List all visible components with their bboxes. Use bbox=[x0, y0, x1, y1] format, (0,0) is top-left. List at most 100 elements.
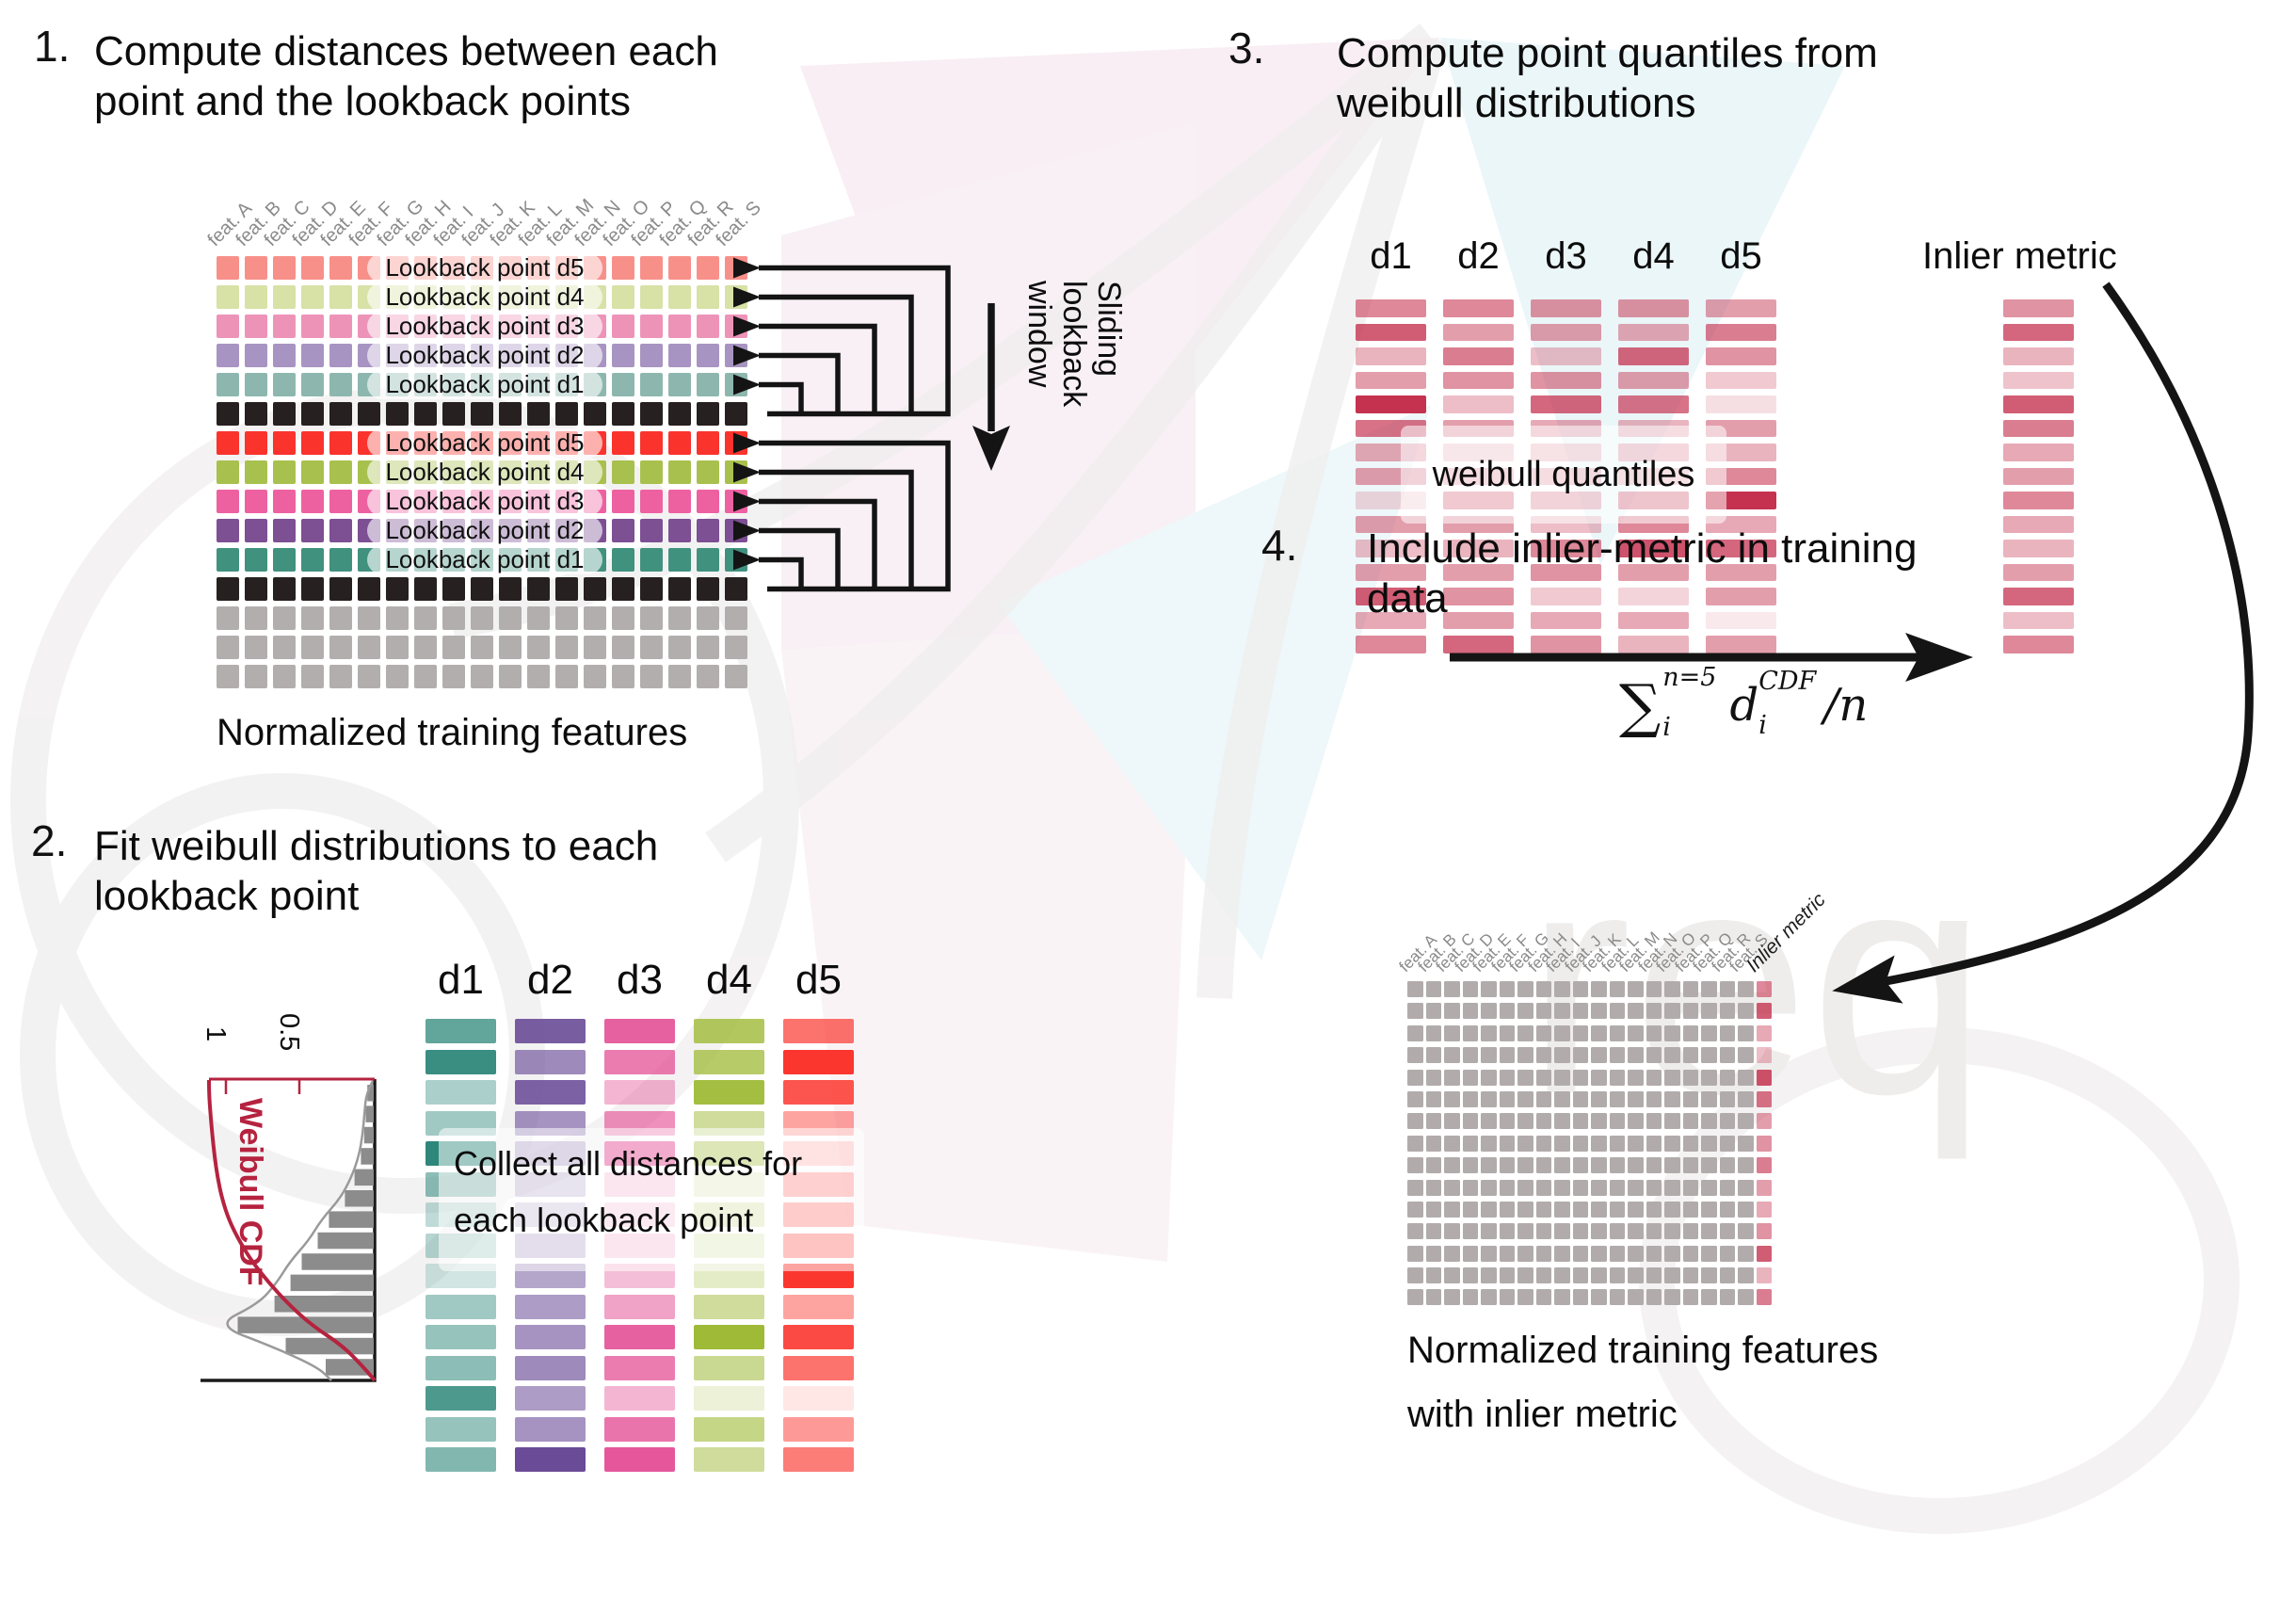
grid-cell bbox=[1425, 1003, 1441, 1020]
quantile-bar bbox=[1618, 347, 1689, 365]
grid-cell bbox=[1646, 981, 1662, 997]
grid-cell bbox=[1554, 1135, 1570, 1152]
step2-note-line1: Collect all distances for bbox=[454, 1144, 803, 1183]
grid-cell bbox=[386, 665, 409, 688]
grid-cell bbox=[1462, 1157, 1478, 1174]
step3-quantile-columns bbox=[1356, 299, 1776, 653]
inlier-metric-cell bbox=[1756, 1090, 1772, 1107]
grid-cell bbox=[725, 256, 747, 280]
grid-cell bbox=[1591, 1179, 1607, 1196]
grid-cell bbox=[1738, 1179, 1754, 1196]
grid-cell bbox=[1719, 1267, 1735, 1284]
step1-caption: Normalized training features bbox=[217, 712, 688, 753]
grid-cell bbox=[1517, 1135, 1533, 1152]
grid-cell bbox=[640, 519, 663, 542]
grid-cell bbox=[217, 373, 239, 396]
lookback-label: Lookback point d5 bbox=[385, 253, 585, 282]
grid-cell bbox=[612, 490, 634, 513]
quantile-bar bbox=[1443, 299, 1514, 317]
grid-cell bbox=[1682, 1090, 1698, 1107]
grid-cell bbox=[697, 431, 719, 455]
grid-cell bbox=[273, 519, 296, 542]
grid-cell bbox=[1701, 1289, 1717, 1306]
distance-bar bbox=[425, 1416, 496, 1442]
grid-cell bbox=[329, 373, 352, 396]
grid-cell bbox=[329, 460, 352, 484]
grid-cell bbox=[640, 373, 663, 396]
grid-cell bbox=[1517, 1223, 1533, 1240]
grid-cell bbox=[1499, 981, 1515, 997]
grid-cell bbox=[1738, 1245, 1754, 1262]
grid-cell bbox=[668, 665, 691, 688]
grid-cell bbox=[697, 285, 719, 309]
grid-cell bbox=[301, 490, 324, 513]
grid-cell bbox=[1425, 1047, 1441, 1064]
grid-cell bbox=[499, 665, 522, 688]
grid-cell bbox=[1664, 1003, 1680, 1020]
quantile-bar bbox=[1531, 347, 1601, 365]
grid-cell bbox=[301, 431, 324, 455]
grid-cell bbox=[1719, 1245, 1735, 1262]
grid-cell bbox=[1444, 1289, 1460, 1306]
grid-cell bbox=[217, 490, 239, 513]
step1-title-line1: Compute distances between each bbox=[94, 28, 718, 74]
grid-cell bbox=[1682, 1267, 1698, 1284]
grid-cell bbox=[273, 256, 296, 280]
grid-cell bbox=[1499, 1090, 1515, 1107]
grid-cell bbox=[1554, 1047, 1570, 1064]
grid-cell bbox=[1535, 1069, 1551, 1086]
grid-cell bbox=[499, 402, 522, 426]
grid-cell bbox=[442, 665, 465, 688]
grid-cell bbox=[1738, 1135, 1754, 1152]
grid-cell bbox=[612, 636, 634, 659]
formula-sum-upper: n=5 bbox=[1662, 663, 1717, 692]
grid-cell bbox=[1609, 1179, 1625, 1196]
quantile-bar bbox=[1356, 540, 1426, 557]
distance-bar bbox=[694, 1325, 764, 1349]
grid-cell bbox=[527, 606, 550, 630]
grid-cell bbox=[301, 402, 324, 426]
grid-cell bbox=[329, 606, 352, 630]
grid-cell bbox=[1535, 1267, 1551, 1284]
grid-cell bbox=[1407, 1024, 1423, 1041]
grid-cell bbox=[640, 606, 663, 630]
distance-bar bbox=[694, 1386, 764, 1411]
grid-cell bbox=[1499, 1179, 1515, 1196]
grid-cell bbox=[301, 665, 324, 688]
lookback-label-pill: Lookback point d3 bbox=[367, 312, 602, 341]
distance-bar bbox=[694, 1080, 764, 1105]
weibull-axis-tick-1: 1 bbox=[201, 1026, 231, 1042]
inlier-metric-bar bbox=[2003, 540, 2074, 557]
grid-cell bbox=[1462, 1113, 1478, 1130]
grid-cell bbox=[245, 373, 267, 396]
grid-cell bbox=[1628, 1201, 1644, 1218]
inlier-metric-cell bbox=[1756, 1069, 1772, 1086]
grid-cell bbox=[1535, 1157, 1551, 1174]
grid-cell bbox=[640, 315, 663, 338]
lookback-label: Lookback point d3 bbox=[385, 487, 585, 515]
grid-cell bbox=[612, 373, 634, 396]
grid-cell bbox=[1481, 1090, 1497, 1107]
grid-cell bbox=[1664, 1223, 1680, 1240]
grid-cell bbox=[1425, 1024, 1441, 1041]
grid-cell bbox=[697, 460, 719, 484]
grid-cell bbox=[1535, 1090, 1551, 1107]
grid-cell bbox=[1462, 1024, 1478, 1041]
weibull-quantiles-label: weibull quantiles bbox=[1432, 454, 1695, 494]
grid-cell bbox=[442, 402, 465, 426]
grid-cell bbox=[217, 548, 239, 572]
step1-grid-row: Lookback point d5 bbox=[217, 428, 747, 458]
lookback-label: Lookback point d1 bbox=[385, 545, 585, 573]
grid-cell bbox=[1682, 1113, 1698, 1130]
inlier-metric-bar bbox=[2003, 395, 2074, 413]
grid-cell bbox=[668, 373, 691, 396]
grid-cell bbox=[1517, 1113, 1533, 1130]
grid-cell bbox=[1481, 1047, 1497, 1064]
grid-cell bbox=[1517, 1090, 1533, 1107]
grid-cell bbox=[1407, 1135, 1423, 1152]
grid-cell bbox=[1425, 1245, 1441, 1262]
grid-cell bbox=[584, 665, 606, 688]
grid-cell bbox=[1499, 1024, 1515, 1041]
inlier-metric-cell bbox=[1756, 1223, 1772, 1240]
grid-cell bbox=[1407, 1223, 1423, 1240]
